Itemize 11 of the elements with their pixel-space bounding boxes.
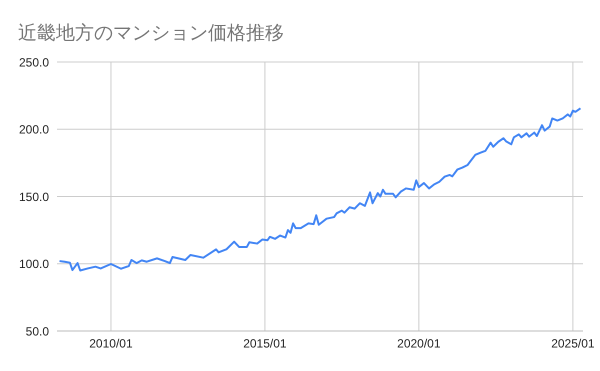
y-tick-label: 250.0: [18, 55, 50, 70]
x-tick-label: 2020/01: [397, 336, 441, 351]
line-series: [58, 107, 582, 272]
y-tick-label: 150.0: [18, 190, 50, 204]
y-tick-label: 200.0: [18, 122, 50, 137]
x-tick-label: 2025/01: [551, 336, 595, 351]
chart-title: 近畿地方のマンション価格推移: [18, 21, 284, 46]
x-tick-label: 2015/01: [243, 336, 287, 351]
x-tick-label: 2010/01: [89, 336, 133, 351]
y-tick-label: 100.0: [18, 257, 50, 272]
y-tick-label: 50.0: [26, 324, 50, 338]
